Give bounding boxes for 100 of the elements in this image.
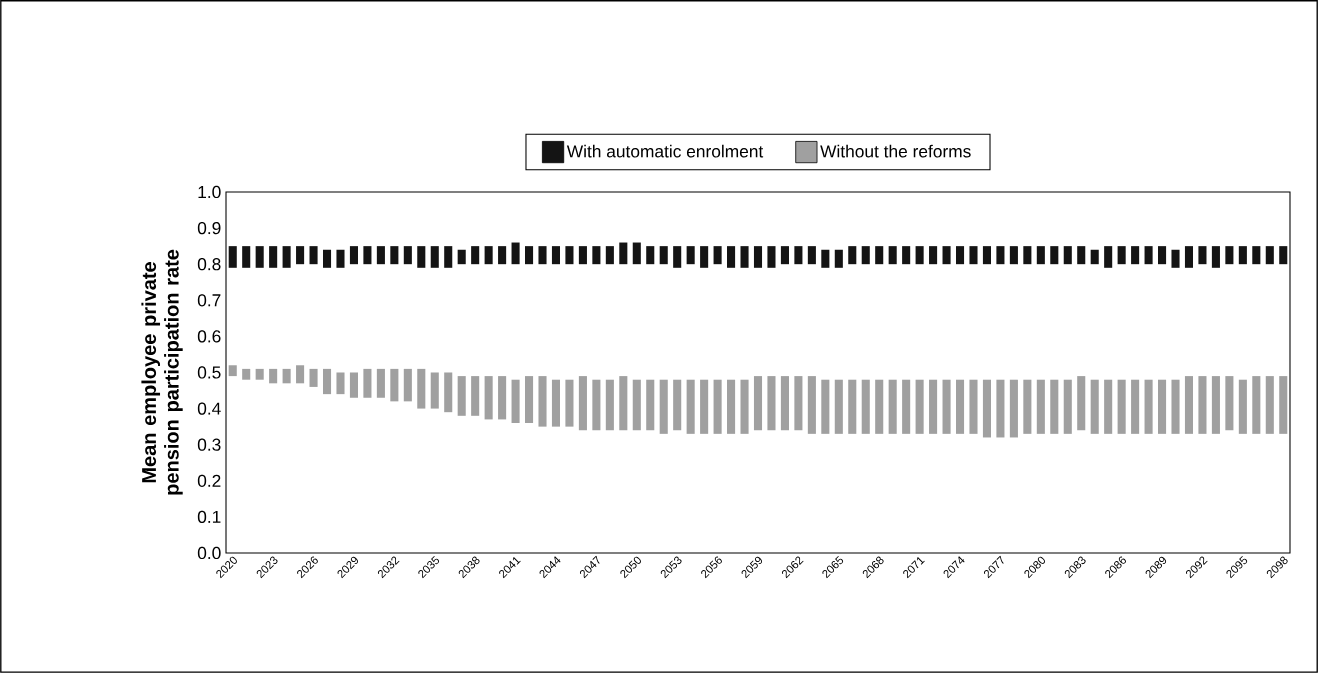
bar bbox=[551, 246, 561, 265]
bar bbox=[430, 246, 439, 268]
bar bbox=[255, 368, 264, 380]
bar bbox=[1252, 246, 1261, 265]
bar bbox=[484, 376, 493, 420]
bar bbox=[1158, 246, 1167, 265]
bar bbox=[525, 246, 534, 265]
y-tick-label: 0.6 bbox=[197, 330, 221, 343]
bar bbox=[1131, 379, 1140, 434]
bar bbox=[888, 246, 897, 265]
bar bbox=[376, 246, 385, 265]
bar bbox=[565, 379, 574, 427]
bar bbox=[269, 246, 278, 268]
bar bbox=[457, 376, 466, 416]
bar bbox=[1279, 376, 1288, 434]
bar bbox=[996, 246, 1005, 265]
bar bbox=[807, 376, 816, 434]
bar bbox=[538, 376, 547, 427]
bar bbox=[942, 246, 951, 265]
bar bbox=[1144, 246, 1153, 265]
bar bbox=[1063, 379, 1072, 434]
bar bbox=[780, 376, 789, 431]
bar bbox=[269, 368, 278, 384]
bar bbox=[1225, 246, 1234, 265]
bar bbox=[700, 379, 709, 434]
bar bbox=[228, 246, 237, 268]
bar bbox=[444, 246, 453, 268]
bar bbox=[525, 376, 534, 424]
bar bbox=[565, 246, 574, 265]
bar bbox=[390, 246, 399, 265]
bar bbox=[592, 246, 601, 265]
bar bbox=[1225, 376, 1234, 431]
bar bbox=[471, 246, 480, 265]
bar bbox=[511, 379, 520, 424]
bar bbox=[902, 379, 911, 434]
bar bbox=[322, 368, 332, 395]
bar bbox=[511, 242, 520, 265]
bar bbox=[915, 379, 924, 434]
bar bbox=[875, 246, 884, 265]
bar bbox=[471, 376, 480, 416]
bar bbox=[794, 376, 803, 431]
bar bbox=[619, 242, 628, 265]
bar bbox=[1036, 379, 1045, 434]
y-tick-label: 0.4 bbox=[197, 402, 221, 415]
bar bbox=[1090, 249, 1099, 265]
bar bbox=[875, 379, 884, 434]
bar bbox=[1238, 379, 1247, 434]
bar bbox=[336, 249, 345, 268]
bar bbox=[673, 379, 682, 431]
y-tick-label: 0.9 bbox=[197, 221, 221, 235]
bar bbox=[632, 379, 641, 431]
bar bbox=[646, 246, 655, 265]
bar bbox=[296, 365, 305, 384]
bar bbox=[1279, 246, 1288, 265]
bar bbox=[727, 379, 736, 434]
bar bbox=[255, 246, 264, 268]
bar bbox=[363, 368, 372, 398]
bar bbox=[309, 246, 318, 265]
bar bbox=[578, 376, 587, 431]
bar bbox=[1104, 246, 1113, 268]
bar bbox=[807, 246, 816, 265]
bar bbox=[538, 246, 547, 265]
bar bbox=[982, 379, 991, 438]
bar bbox=[390, 368, 399, 402]
bar bbox=[821, 249, 830, 268]
bar bbox=[430, 372, 439, 409]
bar bbox=[1238, 246, 1247, 265]
bar bbox=[955, 379, 965, 434]
bar bbox=[1198, 376, 1207, 434]
bar bbox=[942, 379, 951, 434]
bar bbox=[673, 246, 682, 268]
bar bbox=[1117, 246, 1126, 265]
bar bbox=[686, 246, 695, 265]
bar bbox=[982, 246, 991, 265]
bar bbox=[282, 368, 291, 384]
bar bbox=[605, 246, 614, 265]
y-tick-label: 0.8 bbox=[197, 258, 221, 271]
bar bbox=[1158, 379, 1167, 434]
bar bbox=[1009, 246, 1018, 265]
bar bbox=[498, 376, 507, 420]
bar bbox=[1036, 246, 1045, 265]
bar bbox=[659, 379, 668, 434]
bar bbox=[1117, 379, 1126, 434]
bar bbox=[242, 246, 251, 268]
bar bbox=[417, 246, 426, 268]
bar bbox=[848, 246, 857, 265]
bar bbox=[848, 379, 857, 434]
bar bbox=[888, 379, 897, 434]
bar bbox=[349, 372, 358, 398]
bar bbox=[1131, 246, 1140, 265]
bar bbox=[767, 376, 776, 431]
bar bbox=[1265, 376, 1274, 434]
bar bbox=[1211, 246, 1220, 268]
bar bbox=[753, 376, 763, 431]
bar bbox=[1171, 379, 1180, 434]
bar bbox=[632, 242, 641, 265]
legend-label: With automatic enrolment bbox=[566, 144, 764, 158]
bar bbox=[444, 372, 453, 413]
y-tick-label: 0.5 bbox=[197, 366, 221, 379]
bar bbox=[834, 249, 843, 268]
